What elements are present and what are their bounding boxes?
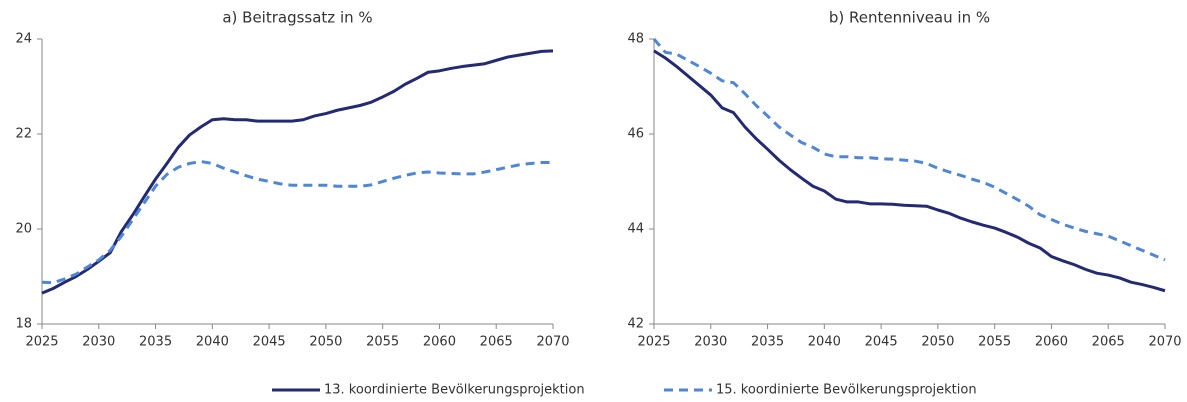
x-tick-label: 2065 (480, 335, 513, 350)
x-tick-label: 2030 (694, 335, 727, 350)
x-tick-label: 2050 (309, 335, 342, 350)
line-series (653, 49, 1166, 293)
x-tick-label: 2050 (921, 335, 954, 350)
chart-title: a) Beitragssatz in % (222, 9, 372, 27)
y-tick-label: 24 (15, 32, 32, 47)
x-tick-label: 2070 (536, 335, 569, 350)
x-tick-label: 2070 (1148, 335, 1181, 350)
y-tick-label: 18 (15, 317, 32, 332)
x-tick-label: 2030 (82, 335, 115, 350)
legend-label: 13. koordinierte Bevölkerungsprojektion (324, 383, 585, 398)
x-tick-label: 2060 (423, 335, 456, 350)
x-tick-label: 2025 (637, 335, 670, 350)
x-tick-label: 2040 (196, 335, 229, 350)
y-tick-label: 44 (627, 222, 644, 237)
x-tick-label: 2045 (253, 335, 286, 350)
line-series (652, 38, 1166, 262)
legend-label: 15. koordinierte Bevölkerungsprojektion (716, 383, 977, 398)
x-tick-label: 2035 (751, 335, 784, 350)
x-tick-label: 2065 (1092, 335, 1125, 350)
y-tick-label: 46 (627, 127, 644, 142)
y-tick-label: 48 (627, 32, 644, 47)
x-tick-label: 2035 (139, 335, 172, 350)
x-tick-label: 2025 (25, 335, 58, 350)
y-tick-label: 20 (15, 222, 32, 237)
y-tick-label: 42 (627, 317, 644, 332)
x-tick-label: 2040 (808, 335, 841, 350)
x-tick-label: 2045 (865, 335, 898, 350)
y-tick-label: 22 (15, 127, 32, 142)
x-tick-label: 2060 (1035, 335, 1068, 350)
line-series (41, 160, 553, 285)
line-series (41, 49, 554, 295)
x-tick-label: 2055 (978, 335, 1011, 350)
chart-title: b) Rentenniveau in % (829, 9, 990, 27)
x-tick-label: 2055 (366, 335, 399, 350)
